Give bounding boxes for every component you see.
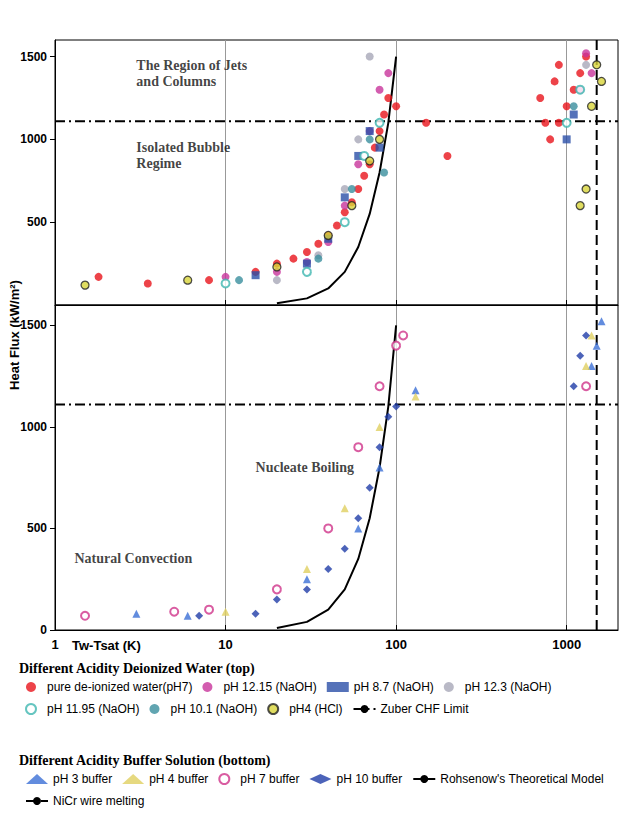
svg-text:1000: 1000 xyxy=(20,420,47,434)
svg-text:pH 12.15 (NaOH): pH 12.15 (NaOH) xyxy=(223,680,316,694)
svg-text:pH4 (HCl): pH4 (HCl) xyxy=(289,702,342,716)
svg-text:Different Acidity Deionized Wa: Different Acidity Deionized Water (top) xyxy=(19,661,255,677)
svg-text:500: 500 xyxy=(27,215,47,229)
svg-text:100: 100 xyxy=(385,637,407,652)
svg-text:Rohsenow's Theoretical Model: Rohsenow's Theoretical Model xyxy=(440,772,604,786)
svg-text:1000: 1000 xyxy=(552,637,581,652)
svg-text:pH 4 buffer: pH 4 buffer xyxy=(149,772,208,786)
svg-text:Isolated Bubble: Isolated Bubble xyxy=(136,140,233,155)
svg-text:Nucleate Boiling: Nucleate Boiling xyxy=(256,460,354,475)
svg-text:pH 8.7 (NaOH): pH 8.7 (NaOH) xyxy=(354,680,434,694)
svg-text:Tw-Tsat (K): Tw-Tsat (K) xyxy=(72,638,141,653)
svg-text:1000: 1000 xyxy=(20,132,47,146)
svg-text:NiCr wire melting: NiCr wire melting xyxy=(53,794,144,808)
svg-text:1: 1 xyxy=(51,637,58,652)
svg-text:1500: 1500 xyxy=(20,318,47,332)
svg-text:and Columns: and Columns xyxy=(136,74,216,89)
svg-text:Different Acidity Buffer Solut: Different Acidity Buffer Solution (botto… xyxy=(19,753,271,769)
svg-text:pH 10 buffer: pH 10 buffer xyxy=(336,772,402,786)
svg-text:Zuber CHF Limit: Zuber CHF Limit xyxy=(381,702,470,716)
svg-text:Natural Convection: Natural Convection xyxy=(74,551,192,566)
svg-text:The Region of Jets: The Region of Jets xyxy=(136,58,250,73)
svg-text:500: 500 xyxy=(27,521,47,535)
svg-text:pH 7 buffer: pH 7 buffer xyxy=(240,772,299,786)
svg-text:Regime: Regime xyxy=(136,156,181,171)
svg-text:0: 0 xyxy=(40,623,47,637)
svg-text:pH 12.3 (NaOH): pH 12.3 (NaOH) xyxy=(465,680,552,694)
svg-text:pure de-ionized water(pH7): pure de-ionized water(pH7) xyxy=(47,680,192,694)
svg-text:pH 3 buffer: pH 3 buffer xyxy=(53,772,112,786)
svg-text:Heat Flux (kW/m²): Heat Flux (kW/m²) xyxy=(7,280,22,390)
svg-text:1500: 1500 xyxy=(20,50,47,64)
svg-text:pH 11.95 (NaOH): pH 11.95 (NaOH) xyxy=(47,702,139,716)
svg-text:10: 10 xyxy=(218,637,232,652)
svg-text:pH 10.1 (NaOH): pH 10.1 (NaOH) xyxy=(170,702,257,716)
